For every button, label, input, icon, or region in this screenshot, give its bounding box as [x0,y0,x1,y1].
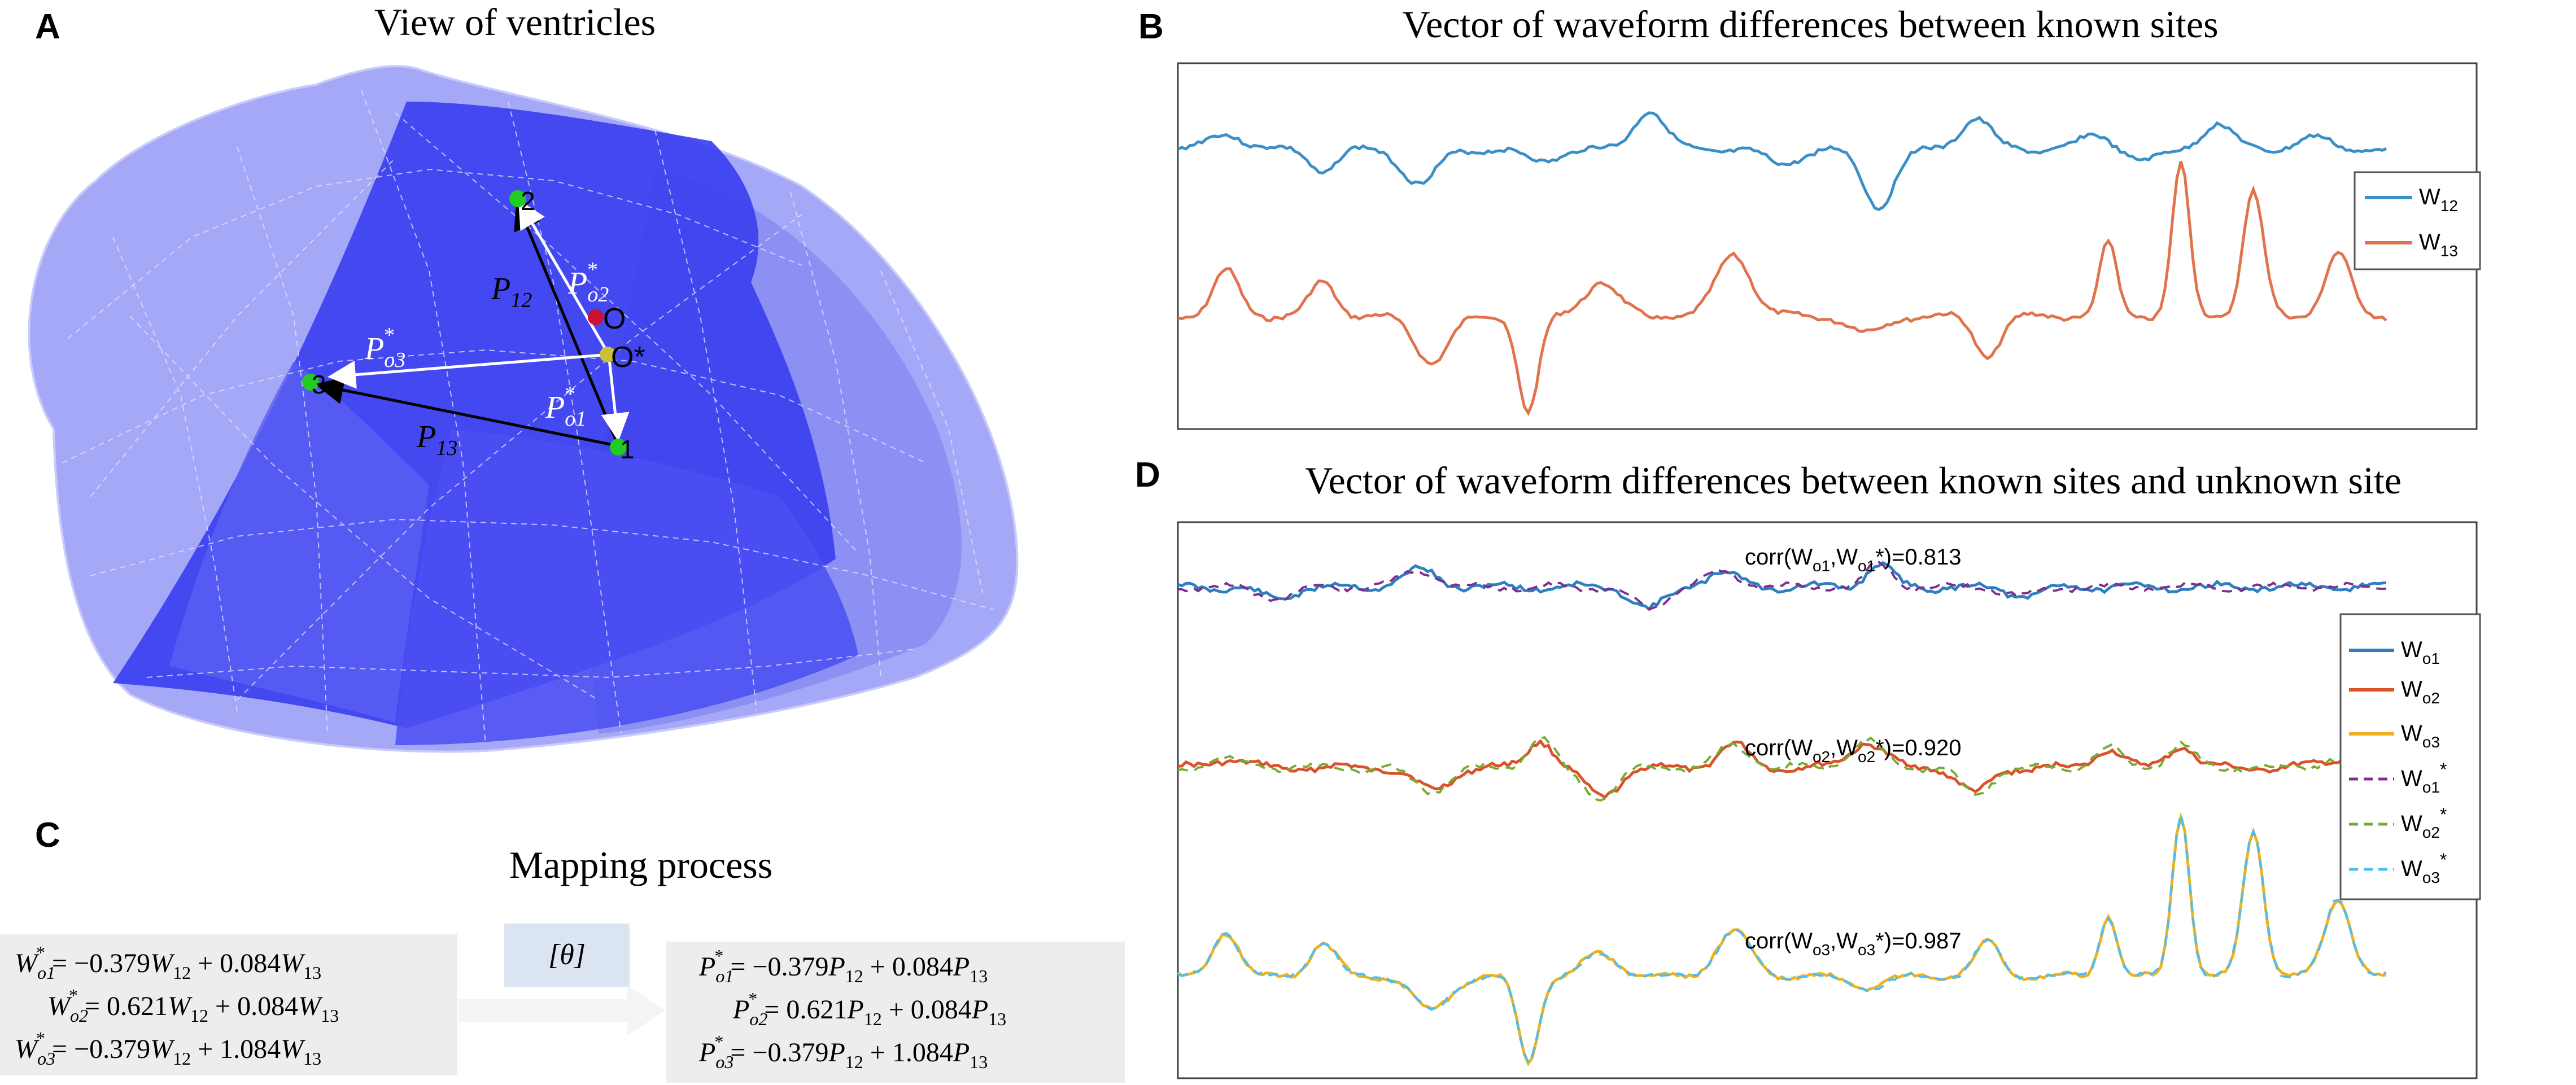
right-eq-3: Po3* = −0.379P12 + 1.084P13 [698,1031,988,1072]
vector-p13-arrow [315,376,619,448]
panel-b: B Vector of waveform differences between… [1138,3,2481,430]
corr-label-o2: corr(Wo2,Wo2*)=0.920 [1745,736,1962,765]
waveform-wo2 [1177,739,2387,799]
panel-c-letter: C [35,816,60,855]
theta-label: [θ] [548,939,586,971]
origin-star-label: O* [611,341,645,374]
site-3-point [302,374,319,391]
legend-wo1-star-label: Wo1* [2401,759,2447,796]
panel-d-plot-frame [1177,521,2478,1079]
vector-p12-arrow [514,200,620,447]
p12-label: P12 [491,272,532,312]
waveform-w13 [1177,161,2387,417]
vector-po3-arrow [328,353,609,389]
panel-b-plot-frame [1177,62,2478,430]
legend-wo3-label: Wo3 [2401,721,2440,751]
legend-w13-label: W13 [2419,230,2458,260]
left-eq-3: Wo3* = −0.379W12 + 1.084W13 [15,1028,321,1069]
panel-d: D Vector of waveform differences between… [1135,456,2481,1079]
panel-a: A View of ventricles [28,1,1019,753]
right-eq-2: Po2* = 0.621P12 + 0.084P13 [732,988,1006,1029]
panel-b-title: Vector of waveform differences between k… [1402,3,2218,46]
mesh-wireframe [62,90,994,746]
waveform-wo1-star [1177,559,2387,611]
theta-box [504,924,630,987]
legend-wo3-star-label: Wo3* [2401,850,2447,886]
panel-a-letter: A [35,7,60,46]
vector-po1-arrow [601,354,630,441]
right-eq-1: Po1* = −0.379P12 + 0.084P13 [698,946,988,986]
site-2-label: 2 [521,186,535,216]
legend-wo2-label: Wo2 [2401,677,2440,707]
panel-a-title: View of ventricles [374,1,656,43]
waveform-wo3-star [1177,813,2387,1066]
waveform-wo1 [1177,561,2387,611]
panel-c: C Mapping process [θ] Wo1* = −0.379W12 + … [0,816,1125,1083]
po1-label: Po1* [545,382,586,431]
legend-wo2-star-label: Wo2* [2401,804,2447,841]
right-equation-box [666,942,1125,1083]
panel-b-legend-box [2354,171,2481,270]
po3-label: Po3* [364,323,405,372]
site-1-point [610,439,627,456]
left-eq-1: Wo1* = −0.379W12 + 0.084W13 [15,942,321,983]
ventricle-left-sheet [169,361,429,723]
waveform-w12 [1177,111,2387,211]
left-equation-box [0,934,457,1075]
origin-star-point [600,347,615,362]
corr-label-o1: corr(Wo1,Wo1*)=0.813 [1745,545,1962,575]
panel-c-title: Mapping process [509,843,772,886]
left-equations: Wo1* = −0.379W12 + 0.084W13 Wo2* = 0.621W1… [15,942,339,1069]
origin-label: O [603,303,626,335]
panel-d-legend-box [2339,613,2481,900]
site-3-label: 3 [312,370,326,399]
site-1-label: 1 [620,435,635,464]
vector-po2-arrow [518,199,610,356]
legend-w12-label: W12 [2419,185,2458,215]
legend-wo1-label: Wo1 [2401,637,2440,667]
panel-b-legend: W12 W13 [2354,171,2481,270]
p13-label: P13 [416,419,457,460]
panel-b-letter: B [1138,7,1164,46]
po2-label: Po2* [567,258,609,307]
panel-d-title: Vector of waveform differences between k… [1305,459,2402,502]
ventricle-lower-sheet [395,429,858,745]
panel-d-letter: D [1135,456,1160,495]
origin-point [588,309,604,325]
waveform-wo2-star [1177,736,2387,802]
right-equations: Po1* = −0.379P12 + 0.084P13 Po2* = 0.621P1… [698,946,1006,1072]
site-2-point [509,190,526,207]
panel-d-legend: Wo1 Wo2 Wo3 Wo1* Wo2* Wo3* [2339,613,2481,900]
waveform-wo3 [1177,812,2387,1067]
mapping-arrow [459,985,665,1036]
corr-label-o3: corr(Wo3,Wo3*)=0.987 [1745,929,1962,959]
left-eq-2: Wo2* = 0.621W12 + 0.084W13 [47,985,339,1026]
